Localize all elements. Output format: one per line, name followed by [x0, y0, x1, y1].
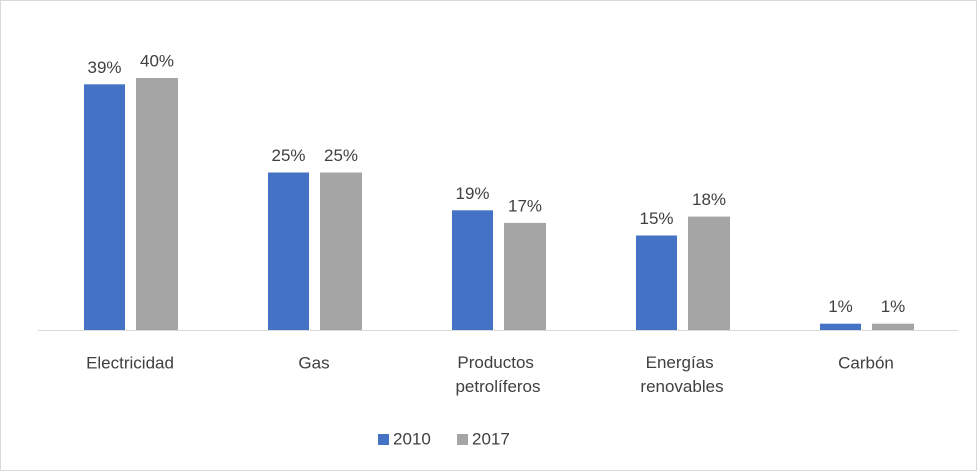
- legend-label: 2017: [472, 429, 510, 448]
- x-tick-label-line: renovables: [640, 377, 723, 396]
- bar: [84, 84, 125, 330]
- bar: [872, 323, 914, 330]
- bar: [688, 216, 730, 330]
- data-label: 19%: [455, 184, 489, 203]
- legend-label: 2010: [393, 429, 431, 448]
- bar: [820, 323, 861, 330]
- x-tick-label: Productos petrolíferos: [455, 353, 540, 396]
- bar: [636, 235, 677, 330]
- bar: [320, 172, 362, 330]
- data-label: 39%: [87, 58, 121, 77]
- bar: [136, 78, 178, 330]
- legend-swatch: [457, 434, 468, 445]
- data-label: 25%: [271, 146, 305, 165]
- data-label: 17%: [508, 196, 542, 215]
- bar: [504, 222, 546, 330]
- bar: [452, 210, 493, 330]
- x-tick-label-line: Energías: [646, 353, 719, 372]
- bar: [268, 172, 309, 330]
- x-tick-label-line: Productos: [457, 353, 538, 372]
- x-tick-label: Gas: [298, 353, 329, 372]
- x-tick-label: Carbón: [838, 353, 894, 372]
- x-tick-label: Electricidad: [86, 353, 174, 372]
- data-label: 25%: [324, 146, 358, 165]
- x-tick-label-line: petrolíferos: [455, 377, 540, 396]
- x-tick-label: Energías renovables: [640, 353, 723, 396]
- data-label: 15%: [639, 209, 673, 228]
- data-label: 1%: [881, 297, 906, 316]
- data-label: 1%: [828, 297, 853, 316]
- data-label: 18%: [692, 190, 726, 209]
- legend-swatch: [378, 434, 389, 445]
- data-label: 40%: [140, 51, 174, 70]
